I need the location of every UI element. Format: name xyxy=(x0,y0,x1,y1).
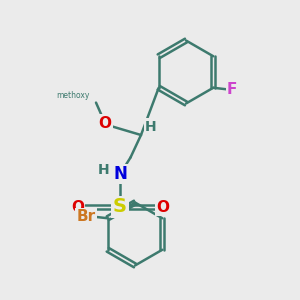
Text: O: O xyxy=(98,116,112,130)
Text: S: S xyxy=(113,197,127,217)
Text: N: N xyxy=(113,165,127,183)
Text: methoxy: methoxy xyxy=(57,92,90,100)
Text: H: H xyxy=(145,120,156,134)
Text: H: H xyxy=(98,164,109,177)
Text: Br: Br xyxy=(76,209,96,224)
Text: O: O xyxy=(156,200,169,214)
Text: O: O xyxy=(71,200,84,214)
Text: F: F xyxy=(227,82,237,97)
